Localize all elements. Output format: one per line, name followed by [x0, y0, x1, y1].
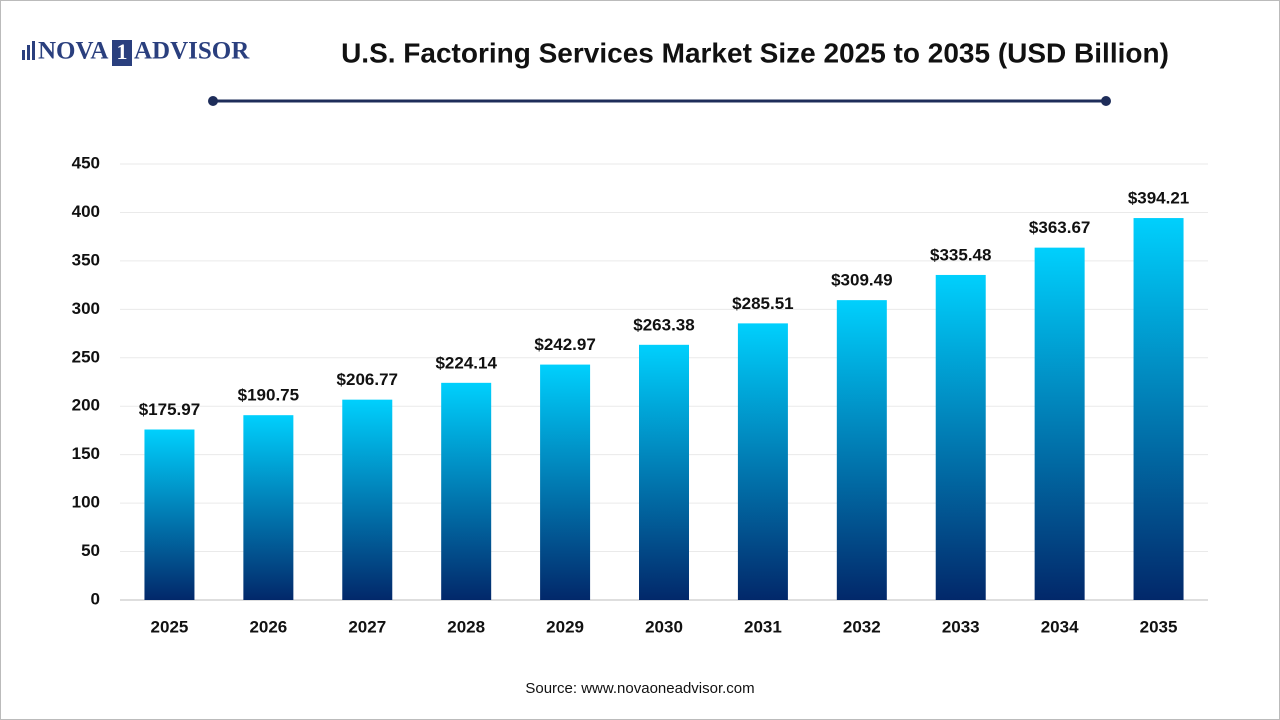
- rule-dot: [208, 96, 218, 106]
- x-tick-label: 2030: [645, 617, 683, 636]
- value-label: $263.38: [633, 315, 694, 334]
- bar: [540, 364, 591, 600]
- y-tick-label: 100: [72, 493, 100, 512]
- value-label: $363.67: [1029, 218, 1090, 237]
- bar: [836, 300, 887, 600]
- x-tick-label: 2035: [1140, 617, 1178, 636]
- bar: [1034, 247, 1085, 601]
- x-tick-label: 2033: [942, 617, 980, 636]
- bar: [1133, 218, 1184, 600]
- bar: [441, 382, 492, 600]
- bar: [737, 323, 788, 600]
- logo-right: ADVISOR: [134, 38, 250, 65]
- value-label: $224.14: [435, 353, 497, 372]
- value-label: $285.51: [732, 294, 793, 313]
- y-tick-label: 150: [72, 444, 100, 463]
- bar: [342, 399, 393, 600]
- logo-left: NOVA: [38, 38, 108, 65]
- value-label: $175.97: [139, 400, 200, 419]
- logo-mark: 1: [117, 39, 128, 64]
- logo: NOVA 1 ADVISOR: [22, 38, 250, 66]
- bar: [935, 274, 986, 600]
- y-tick-label: 50: [81, 541, 100, 560]
- x-tick-label: 2034: [1041, 617, 1079, 636]
- x-tick-label: 2028: [447, 617, 485, 636]
- y-tick-label: 300: [72, 299, 100, 318]
- bar: [639, 344, 689, 600]
- y-tick-label: 0: [91, 589, 100, 608]
- y-tick-label: 200: [72, 396, 100, 415]
- x-tick-label: 2026: [249, 617, 287, 636]
- x-tick-label: 2029: [546, 617, 584, 636]
- value-label: $206.77: [337, 370, 398, 389]
- bar: [144, 429, 195, 600]
- y-tick-label: 250: [72, 347, 100, 366]
- source: Source: www.novaoneadvisor.com: [525, 680, 754, 697]
- y-tick-label: 450: [72, 153, 100, 172]
- rule-dot: [1101, 96, 1111, 106]
- value-label: $242.97: [534, 335, 595, 354]
- value-label: $335.48: [930, 245, 991, 264]
- bar: [243, 415, 294, 600]
- x-tick-label: 2032: [843, 617, 881, 636]
- value-label: $190.75: [238, 386, 299, 405]
- x-tick-label: 2031: [744, 617, 782, 636]
- x-tick-label: 2025: [151, 617, 189, 636]
- x-tick-label: 2027: [348, 617, 386, 636]
- value-label: $309.49: [831, 271, 892, 290]
- value-label: $394.21: [1128, 189, 1189, 208]
- chart-title: U.S. Factoring Services Market Size 2025…: [341, 37, 1169, 68]
- y-tick-label: 350: [72, 250, 100, 269]
- y-tick-label: 400: [72, 202, 100, 221]
